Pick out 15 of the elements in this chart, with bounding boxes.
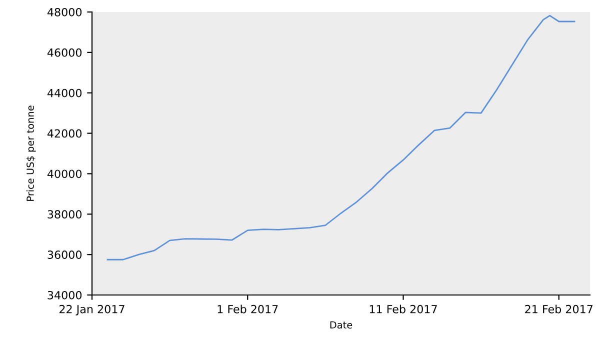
y-tick-label: 44000 [47, 88, 82, 98]
line-series [106, 14, 576, 260]
y-tick-label: 36000 [48, 250, 82, 259]
y-tick-label: 38000 [48, 210, 82, 219]
y-tick-label: 42000 [47, 129, 82, 138]
x-axis-title: Date [330, 321, 352, 329]
y-axis-title: Price US$ per tonne [26, 106, 36, 201]
x-tick-label: 22 Jan 2017 [60, 304, 124, 316]
y-tick-label: 40000 [47, 170, 82, 178]
x-tick-label: 1 Feb 2017 [218, 304, 278, 314]
x-tick-label: 11 Feb 2017 [370, 304, 437, 314]
y-tick-label: 46000 [47, 48, 82, 57]
y-tick-label: 48000 [47, 8, 82, 16]
y-tick-label: 34000 [48, 290, 82, 300]
x-tick-label: 21 Feb 2017 [525, 304, 592, 314]
